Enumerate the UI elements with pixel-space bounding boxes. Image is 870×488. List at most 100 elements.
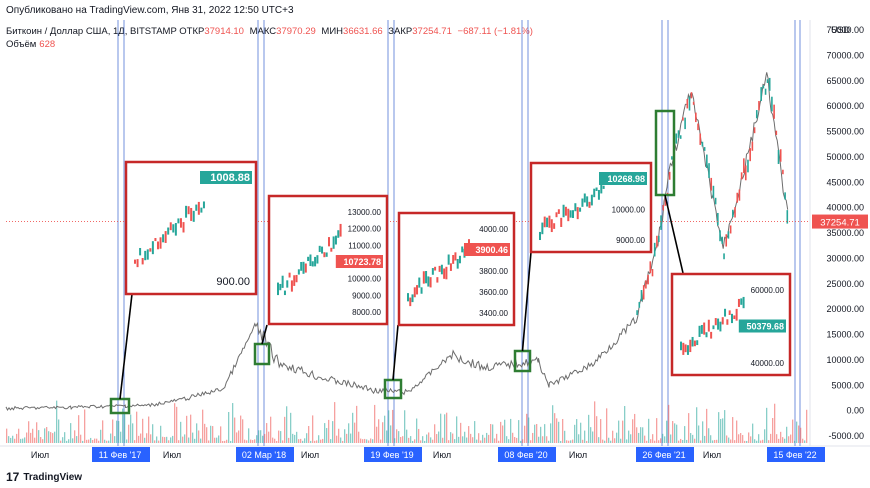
x-tick-label: 19 Фев '19 [370,450,413,460]
inset-candle [454,252,457,261]
volume-bar [750,436,752,443]
volume-bar [36,422,38,443]
volume-bar [416,418,418,443]
inset-candle [422,271,425,284]
volume-bar [190,414,192,443]
volume-bar [10,437,12,443]
price-candle [771,96,773,112]
volume-bar [554,413,556,443]
volume-bar [522,439,524,443]
volume-bar [760,440,762,443]
price-candle [736,192,739,203]
volume-bar [358,431,360,443]
y-tick-label: 10000.00 [826,355,864,365]
inset-candle [151,241,154,255]
inset-candle [564,206,567,216]
inset-candle [427,276,430,287]
volume-bar [600,419,602,443]
volume-bar [14,438,16,443]
volume-bar [292,433,294,443]
volume-bar [236,432,238,443]
volume-bar [756,440,758,443]
volume-bar [408,437,410,443]
inset-candle [447,254,450,265]
volume-bar [588,414,590,443]
price-candle [671,156,673,160]
inset-price-badge [599,172,647,185]
volume-bar [332,421,334,443]
volume-bar [640,427,642,443]
inset-candle [190,207,193,221]
inset-candle [159,237,162,249]
volume-bar [508,439,510,443]
volume-bar [240,415,242,443]
inset-price-badge-label: 10723.78 [343,257,381,267]
inset-tick-label: 60000.00 [751,286,785,295]
price-candle [751,141,754,151]
volume-bar [770,433,772,443]
inset-candle [277,282,279,296]
y-tick-label: 45000.00 [826,177,864,187]
inset-candle [680,341,682,351]
price-candle [656,235,658,248]
inset-tick-label: 11000.00 [348,241,381,250]
volume-bar [494,438,496,443]
volume-bar [88,439,90,443]
volume-bar [648,418,650,443]
volume-bar [568,440,570,443]
inset-candle [134,259,136,264]
inset-candle [467,239,470,246]
inset-candle [698,325,701,337]
inset-candle [332,236,335,249]
symbol-label[interactable]: Биткоин / Доллар США, 1Д, BITSTAMP [6,26,177,37]
close-label: ЗАКР [388,26,413,37]
volume-bar [546,436,548,443]
volume-bar [40,437,42,443]
volume-bar [500,421,502,443]
volume-bar [772,418,774,443]
inset-candle [429,277,432,288]
inset-candle [576,207,579,220]
inset-candle [411,294,414,303]
volume-bar [280,431,282,443]
volume-bar [244,439,246,443]
volume-bar [602,439,604,443]
volume-bar [556,418,558,443]
volume-bar [526,413,528,443]
volume-bar [664,436,666,443]
volume-bar [52,433,54,443]
volume-bar [462,436,464,443]
highlight-box-green [654,109,676,197]
volume-bar [540,426,542,443]
volume-bar [710,435,712,443]
inset-candle [595,187,598,191]
inset-candle [179,218,182,228]
y-tick-label: 55000.00 [826,127,864,137]
inset-candle [327,237,330,247]
volume-bar [696,407,698,443]
volume-bar [22,438,24,443]
connector-line [261,324,268,345]
price-candle [692,101,695,105]
volume-bar [316,440,318,443]
inset-candle [691,336,694,347]
price-candle [703,147,706,151]
volume-bar [390,425,392,443]
volume-bar [746,440,748,443]
volume-bar [630,434,632,443]
zoom-inset: 13000.00 12000.00 11000.00 10723.78 10000.00… [267,194,389,326]
volume-bar [32,428,34,443]
volume-bar [658,440,660,443]
volume-bar [444,414,446,443]
volume-bar [388,410,390,443]
volume-bar [762,439,764,443]
volume-bar [62,437,64,443]
volume-bar [122,408,124,443]
volume-bar [274,438,276,443]
inset-candle [409,297,412,307]
volume-bar [578,434,580,443]
volume-bar [488,434,490,443]
volume-bar [666,420,668,443]
inset-candle [452,255,455,264]
